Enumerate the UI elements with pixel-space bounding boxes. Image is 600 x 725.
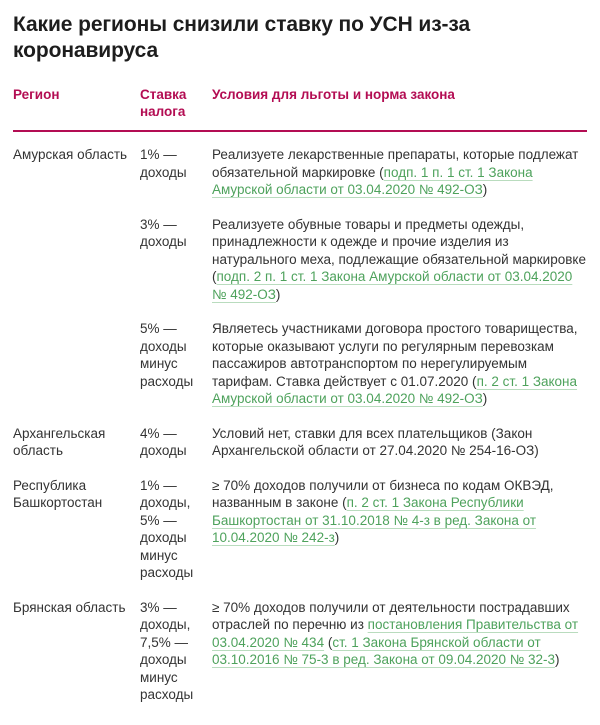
table-row: 3% — доходы Реализуете обувные товары и п… (13, 216, 587, 304)
rate-cell: 5% — доходы минус расходы (140, 321, 194, 389)
law-link[interactable]: п. 2 ст. 1 Закона Амурской области от 03… (212, 373, 578, 407)
table-row: Республика Башкортостан 1% — доходы, 5% —… (13, 477, 587, 582)
region-cell: Брянская область (13, 599, 126, 615)
condition-text: ≥ 70% доходов получили от бизнеса по код… (212, 477, 554, 511)
conditions-cell: Условий нет, ставки для всех плательщико… (212, 425, 587, 460)
condition-text: ) (555, 652, 560, 667)
column-header-rate: Ставка налога (140, 87, 187, 119)
column-header-region: Регион (13, 87, 60, 102)
condition-text: ( (324, 634, 333, 650)
law-link[interactable]: п. 2 ст. 1 Закона Республики Башкортоста… (212, 495, 537, 545)
conditions-cell: Являетесь участниками договора простого … (212, 320, 587, 408)
condition-text: ) (334, 530, 340, 545)
condition-text: Условий нет, ставки для всех плательщико… (212, 425, 539, 459)
table-row: Архангельская область 4% — доходы Условий … (13, 425, 587, 460)
condition-text: ) (482, 391, 488, 406)
column-header-conditions: Условия для льготы и норма закона (212, 87, 455, 102)
conditions-cell: Реализуете обувные товары и предметы оде… (212, 216, 587, 304)
region-cell: Амурская область (13, 147, 128, 162)
region-cell: Республика Башкортостан (13, 477, 103, 511)
region-cell (13, 320, 140, 408)
law-link[interactable]: подп. 1 п. 1 ст. 1 Закона Амурской облас… (212, 164, 533, 198)
rate-cell: 3% — доходы, 7,5% — доходы минус расходы (140, 599, 194, 703)
table-row: Амурская область 1% — доходы Реализуете ле… (13, 146, 587, 199)
table-body: Амурская область 1% — доходы Реализуете ле… (13, 146, 587, 704)
page-title: Какие регионы снизили ставку по УСН из-з… (13, 13, 471, 62)
rate-cell: 1% — доходы (140, 147, 187, 180)
condition-text: Реализуете обувные товары и предметы оде… (212, 216, 586, 285)
conditions-cell: Реализуете лекарственные препараты, кото… (212, 146, 587, 199)
condition-text: ) (275, 286, 281, 302)
rate-cell: 3% — доходы (140, 216, 187, 250)
condition-text: Являетесь участниками договора простого … (212, 321, 578, 389)
rate-cell: 1% — доходы, 5% — доходы минус расходы (140, 477, 194, 581)
conditions-cell: ≥ 70% доходов получили от деятельности п… (212, 599, 587, 704)
region-cell: Архангельская область (13, 425, 106, 459)
law-link[interactable]: подп. 2 п. 1 ст. 1 Закона Амурской облас… (212, 269, 573, 302)
condition-text: ≥ 70% доходов получили от деятельности п… (212, 599, 570, 633)
condition-text: Реализуете лекарственные препараты, кото… (212, 147, 579, 180)
table-row: 5% — доходы минус расходы Являетесь участ… (13, 320, 587, 408)
conditions-cell: ≥ 70% доходов получили от бизнеса по код… (212, 477, 587, 582)
rate-cell: 4% — доходы (140, 425, 187, 459)
table-row: Брянская область 3% — доходы, 7,5% — дохо… (13, 599, 587, 704)
header-divider (13, 130, 587, 132)
region-cell (13, 216, 140, 304)
condition-text: ) (482, 182, 488, 197)
table-header-row: Регион Ставка налога Условия для льготы … (13, 86, 587, 130)
